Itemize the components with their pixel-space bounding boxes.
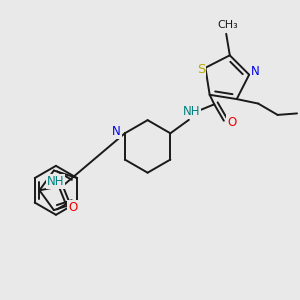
Text: N: N: [112, 125, 121, 138]
Text: O: O: [68, 201, 77, 214]
Text: CH₃: CH₃: [217, 20, 238, 31]
Text: O: O: [228, 116, 237, 129]
Text: NH: NH: [46, 176, 64, 188]
Text: N: N: [251, 65, 260, 78]
Text: NH: NH: [182, 105, 200, 118]
Text: S: S: [197, 63, 205, 76]
